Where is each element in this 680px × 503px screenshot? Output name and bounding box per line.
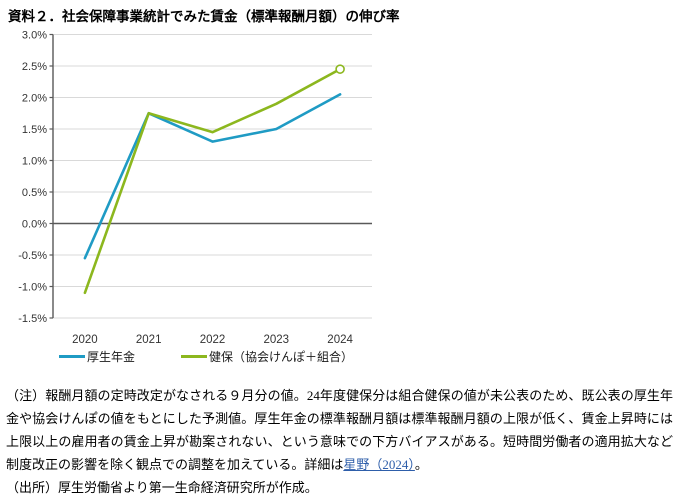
legend-line-sample-blue bbox=[59, 355, 85, 358]
legend-label-kosei-nenkin: 厚生年金 bbox=[87, 350, 136, 364]
footnotes: （注）報酬月額の定時改定がなされる９月分の値。24年度健保分は組合健保の値が未公… bbox=[6, 384, 673, 499]
y-tick-label: 2.5% bbox=[22, 61, 47, 73]
forecast-open-circle-marker bbox=[335, 64, 345, 74]
legend-line-sample-green bbox=[181, 355, 208, 358]
x-tick-label: 2024 bbox=[327, 334, 353, 346]
legend-item-kosei-nenkin: 厚生年金 bbox=[59, 348, 135, 365]
source-line: （出所）厚生労働省より第一生命経済研究所が作成。 bbox=[6, 480, 318, 495]
series-line-0 bbox=[83, 93, 342, 260]
y-tick-label: -1.0% bbox=[18, 282, 47, 294]
y-tick-label: 0.0% bbox=[22, 219, 47, 231]
note-text-after: 。 bbox=[414, 457, 428, 472]
wage-growth-line-chart: 3.0% 2.5% 2.0% 1.5% 1.0% 0.5% 0.0% -0.5% -1.0% -1… bbox=[18, 30, 372, 346]
y-tick-label: 1.5% bbox=[22, 124, 47, 136]
y-tick-label: 3.0% bbox=[22, 30, 47, 42]
series-line-1 bbox=[83, 67, 342, 295]
y-tick-label: 0.5% bbox=[22, 187, 47, 199]
chart-legend: 厚生年金 健保（協会けんぽ＋組合） bbox=[59, 348, 353, 365]
page-title: 資料２．社会保障事業統計でみた賃金（標準報酬月額）の伸び率 bbox=[8, 9, 400, 24]
note-paragraph: （注）報酬月額の定時改定がなされる９月分の値。24年度健保分は組合健保の値が未公… bbox=[6, 384, 673, 476]
legend-label-kenpo: 健保（協会けんぽ＋組合） bbox=[209, 350, 354, 364]
x-tick-label: 2020 bbox=[72, 334, 98, 346]
note-text-before: （注）報酬月額の定時改定がなされる９月分の値。24年度健保分は組合健保の値が未公… bbox=[6, 388, 673, 472]
x-tick-label: 2022 bbox=[200, 334, 226, 346]
legend-item-kenpo: 健保（協会けんぽ＋組合） bbox=[181, 348, 353, 365]
y-tick-label: 2.0% bbox=[22, 93, 47, 105]
x-tick-label: 2021 bbox=[136, 334, 162, 346]
hoshino-2024-link[interactable]: 星野（2024） bbox=[343, 457, 415, 472]
y-tick-label: -1.5% bbox=[18, 313, 47, 325]
y-tick-label: 1.0% bbox=[22, 156, 47, 168]
y-tick-label: -0.5% bbox=[18, 250, 47, 262]
x-tick-label: 2023 bbox=[264, 334, 290, 346]
